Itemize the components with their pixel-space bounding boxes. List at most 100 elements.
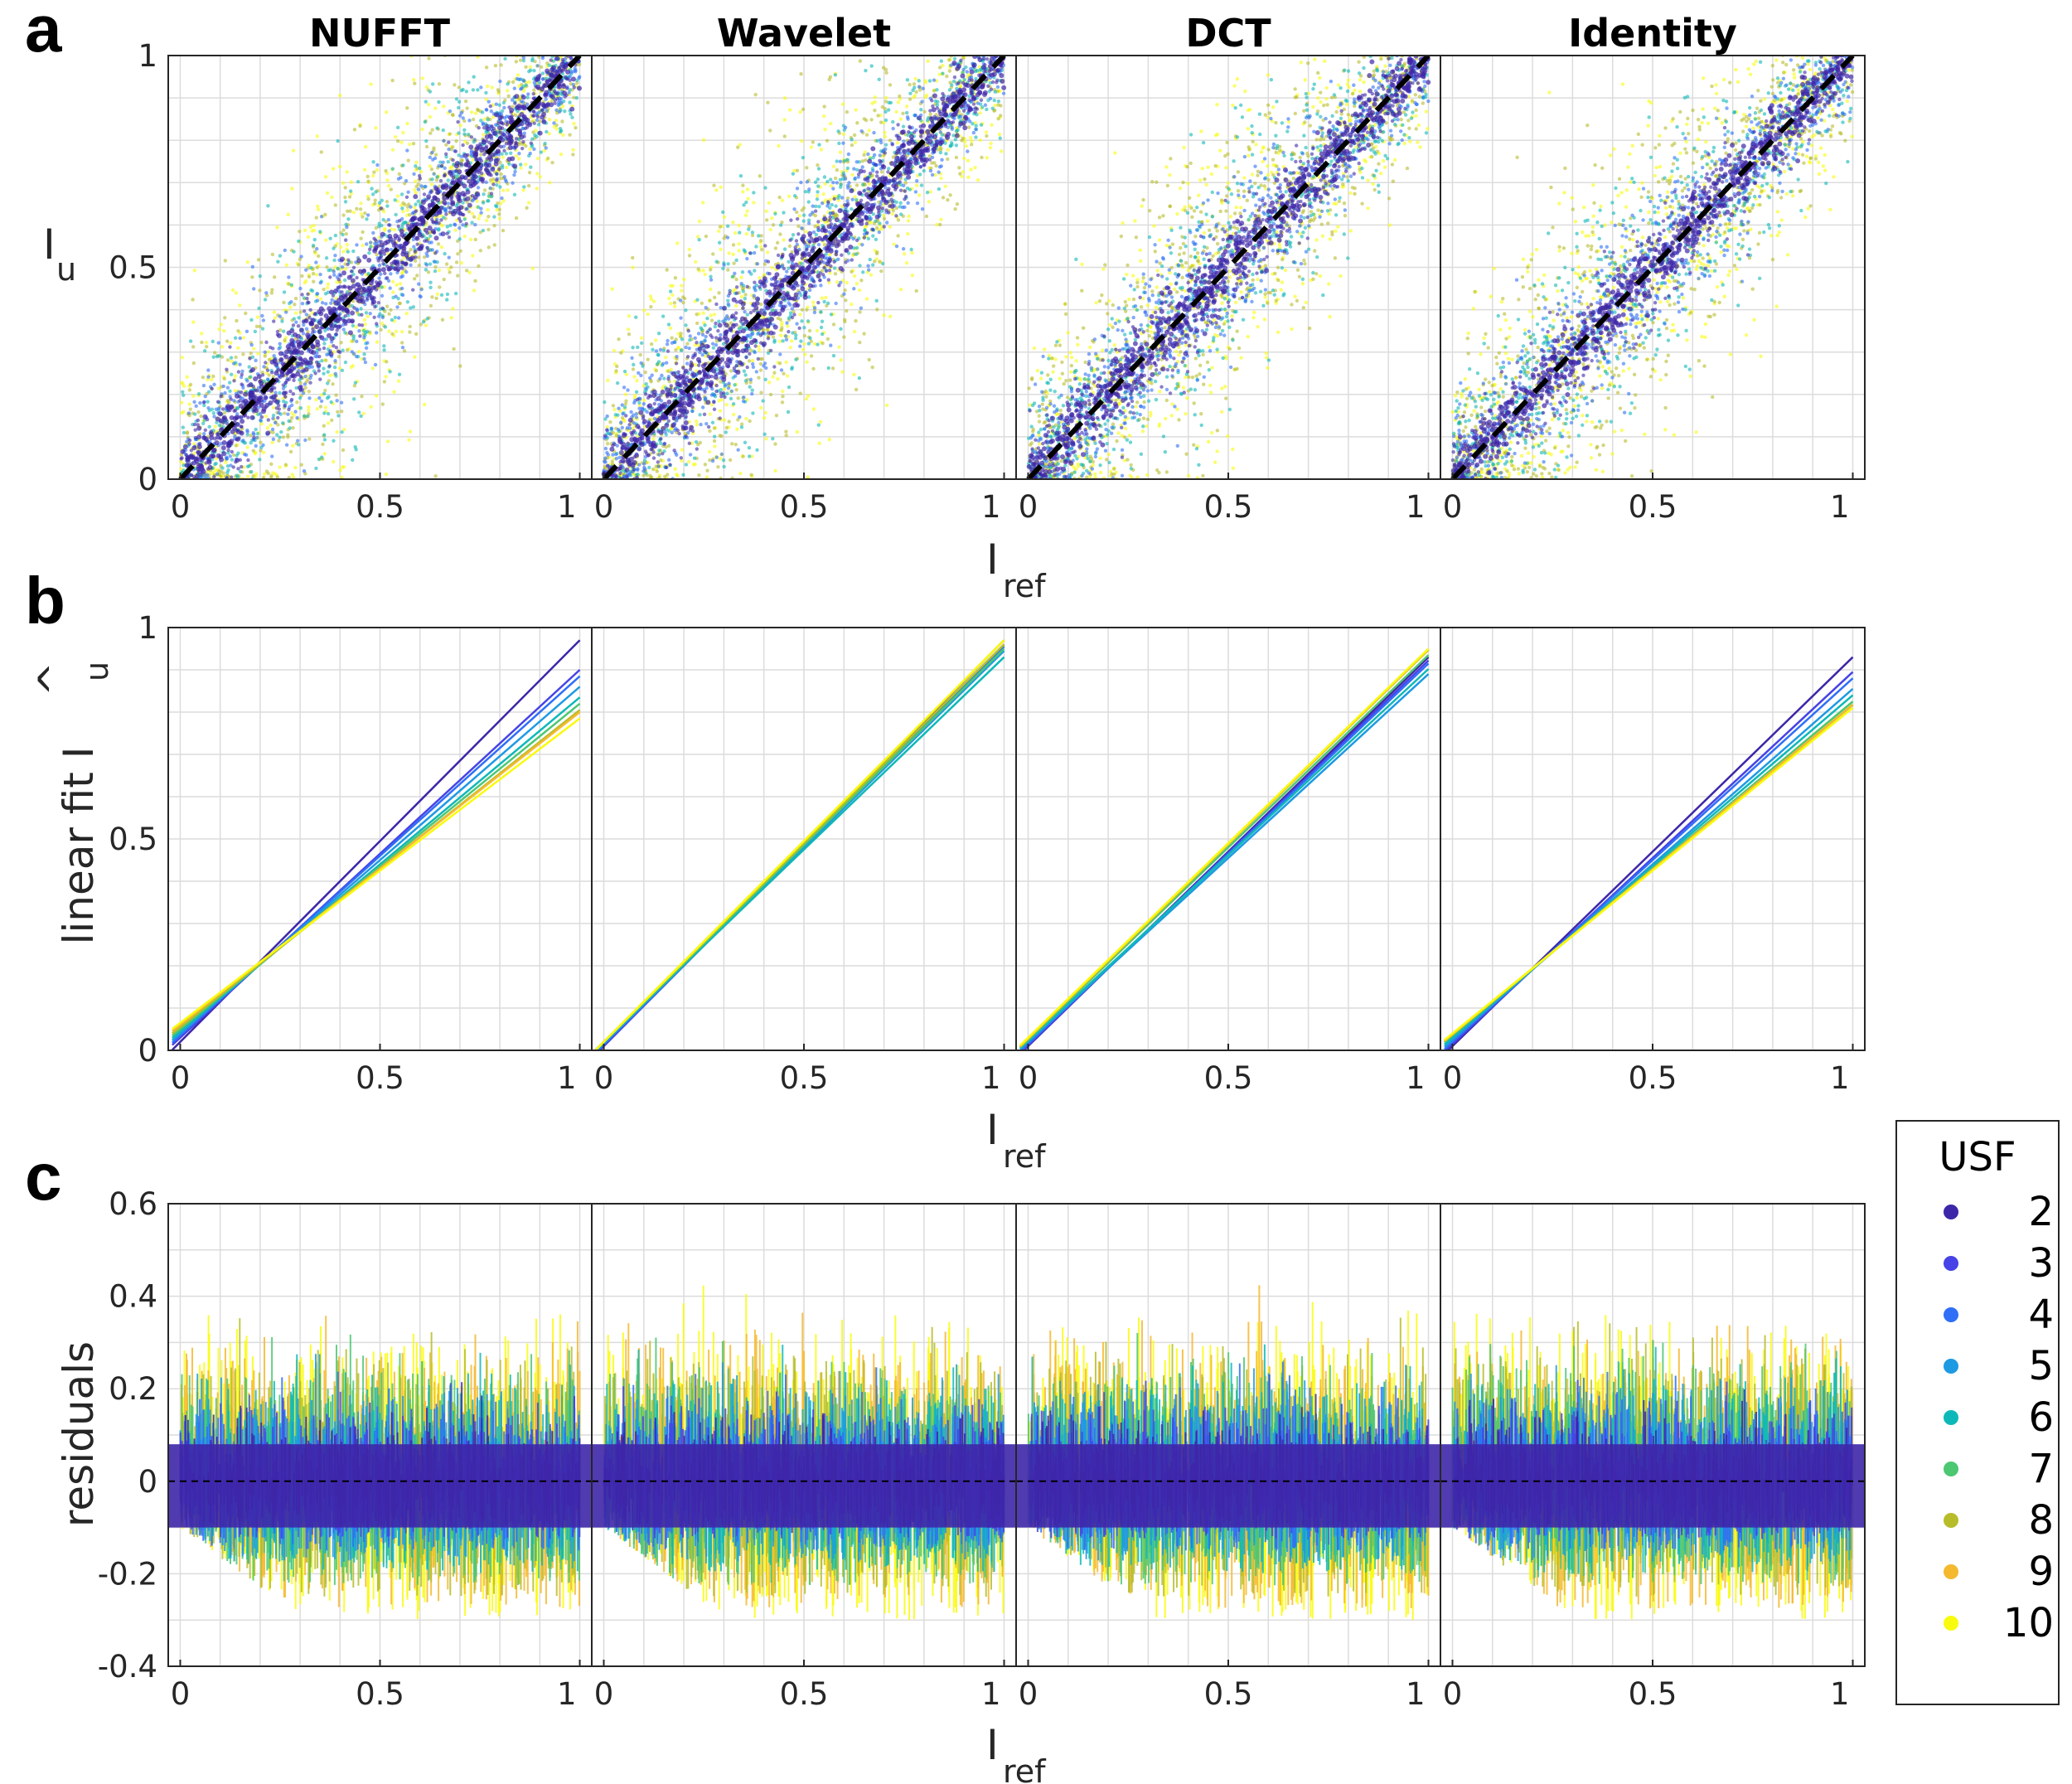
scatter-point (276, 415, 280, 420)
scatter-point (985, 133, 989, 138)
scatter-point (547, 63, 551, 67)
scatter-point (260, 373, 265, 377)
scatter-point (489, 109, 494, 114)
panel-label-a: a (25, 0, 62, 65)
scatter-point (271, 416, 275, 421)
scatter-point (416, 255, 421, 259)
scatter-point (669, 301, 673, 306)
scatter-point (395, 305, 399, 309)
scatter-point (399, 275, 404, 279)
scatter-point (385, 276, 390, 280)
scatter-point (245, 433, 249, 437)
scatter-point (320, 359, 324, 363)
scatter-point (442, 138, 446, 143)
scatter-point (514, 216, 519, 221)
scatter-point (571, 41, 576, 46)
scatter-point (390, 332, 395, 337)
scatter-point (463, 99, 468, 104)
scatter-point (497, 212, 501, 216)
scatter-point (213, 462, 217, 467)
scatter-point (306, 292, 310, 297)
scatter-point (360, 313, 364, 317)
scatter-point (263, 395, 269, 400)
scatter-point (412, 277, 417, 281)
scatter-point (232, 399, 236, 403)
scatter-point (364, 346, 369, 350)
scatter-point (322, 411, 327, 415)
scatter-point (884, 403, 889, 408)
scatter-point (642, 308, 646, 313)
scatter-point (712, 313, 717, 317)
scatter-point (181, 381, 185, 385)
scatter-point (484, 218, 489, 223)
scatter-point (923, 80, 928, 85)
scatter-point (433, 153, 438, 157)
scatter-point (288, 389, 293, 394)
scatter-point (440, 231, 446, 237)
scatter-point (355, 243, 359, 247)
scatter-point (910, 250, 914, 255)
scatter-point (439, 245, 444, 250)
scatter-point (567, 32, 570, 35)
scatter-point (263, 354, 267, 358)
scatter-point (884, 95, 888, 100)
scatter-point (283, 310, 288, 314)
scatter-point (389, 247, 394, 252)
scatter-point (377, 276, 381, 280)
scatter-point (375, 322, 379, 326)
scatter-point (837, 345, 841, 349)
scatter-point (532, 51, 535, 55)
scatter-point (435, 126, 439, 130)
scatter-point (943, 184, 947, 188)
scatter-point (188, 339, 193, 343)
scatter-point (437, 268, 442, 273)
scatter-point (569, 47, 572, 51)
scatter-point (506, 188, 510, 192)
scatter-point (817, 441, 821, 445)
scatter-point (506, 89, 510, 93)
scatter-point (251, 473, 255, 478)
scatter-point (453, 222, 457, 226)
scatter-point (574, 46, 579, 51)
scatter-point (737, 242, 741, 246)
scatter-point (570, 28, 574, 32)
scatter-point (311, 327, 315, 332)
scatter-point (312, 228, 317, 232)
scatter-point (322, 391, 327, 396)
scatter-point (288, 305, 293, 309)
scatter-point (188, 382, 193, 387)
scatter-point (787, 194, 792, 198)
scatter-point (318, 405, 323, 409)
scatter-point (389, 272, 393, 276)
scatter-point (835, 280, 840, 284)
scatter-point (390, 279, 395, 284)
scatter-point (364, 144, 368, 149)
scatter-point (442, 199, 448, 205)
scatter-point (240, 369, 244, 374)
scatter-point (372, 236, 376, 241)
scatter-point (315, 246, 319, 251)
scatter-point (387, 329, 391, 333)
scatter-point (567, 48, 570, 51)
scatter-point (219, 474, 223, 478)
scatter-point (422, 192, 427, 196)
scatter-point (414, 209, 418, 213)
scatter-point (322, 371, 326, 376)
scatter-point (479, 158, 484, 163)
scatter-point (318, 297, 323, 301)
scatter-point (569, 12, 572, 16)
scatter-point (873, 95, 878, 99)
scatter-point (627, 332, 632, 337)
scatter-point (315, 291, 320, 296)
scatter-point (506, 94, 511, 98)
scatter-point (572, 85, 576, 90)
scatter-point (476, 108, 481, 113)
scatter-point (516, 157, 521, 161)
scatter-point (985, 156, 989, 160)
scatter-point (789, 339, 794, 343)
scatter-point (907, 214, 911, 219)
scatter-point (771, 335, 776, 339)
scatter-point (240, 464, 244, 469)
scatter-point (180, 356, 185, 360)
scatter-point (806, 394, 811, 398)
